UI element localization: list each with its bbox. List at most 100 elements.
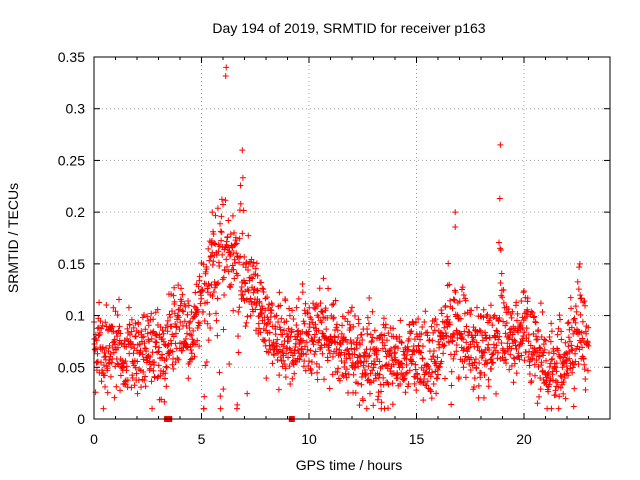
data-point [344,346,351,353]
data-point [161,375,168,382]
data-point [301,320,308,327]
data-point [108,359,115,366]
data-point [151,374,158,381]
data-point [296,356,303,363]
data-point [545,369,552,376]
data-point [548,328,555,335]
data-point [441,324,448,331]
data-point [275,386,282,393]
data-point [446,321,453,328]
data-point [479,353,486,360]
data-point [530,314,537,321]
data-point [570,361,577,368]
data-point [318,319,325,326]
data-point [559,360,566,367]
data-point [249,263,256,270]
data-point [324,357,331,364]
data-point [490,359,497,366]
data-point [562,357,569,364]
data-point [339,372,346,379]
data-point [425,363,432,370]
data-point [283,330,290,337]
data-point [200,405,207,412]
data-point-peak [209,209,216,216]
data-point [214,295,221,302]
data-point [537,345,544,352]
data-point [429,337,436,344]
data-point [167,337,174,344]
data-point [381,342,388,349]
data-point [569,369,576,376]
data-point [457,315,464,322]
data-point [357,353,364,360]
data-point [454,334,461,341]
data-point [441,342,448,349]
data-point [528,378,535,385]
data-point [266,337,273,344]
data-point [303,339,310,346]
data-point [556,393,563,400]
data-point [503,319,510,326]
data-point [572,319,579,326]
data-point [540,341,547,348]
data-point [216,369,223,376]
data-point [438,310,445,317]
y-tick-label: 0.3 [66,101,86,117]
data-point [546,334,553,341]
data-point [299,281,306,288]
data-point [368,339,375,346]
data-point [537,386,544,393]
data-point [347,337,354,344]
data-point [440,343,447,350]
data-point [352,389,359,396]
data-point [366,295,373,302]
data-point [341,359,348,366]
data-point [571,315,578,322]
data-point [216,243,223,250]
data-point [286,312,293,319]
data-point [441,375,448,382]
data-point [148,335,155,342]
data-point [472,356,479,363]
data-point [446,281,453,288]
data-point [179,291,186,298]
data-point [152,343,159,350]
data-point [196,320,203,327]
data-point [148,378,155,385]
data-point [329,301,336,308]
data-point [531,313,538,320]
data-point [280,357,287,364]
data-point [213,251,220,258]
data-point [465,344,472,351]
data-point [443,332,450,339]
data-point [582,386,589,393]
data-point [92,335,99,342]
data-point [170,355,177,362]
data-point [149,329,156,336]
data-point [272,325,279,332]
data-point [397,317,404,324]
y-tick-label: 0.2 [66,204,86,220]
data-point [114,312,121,319]
data-point [192,341,199,348]
data-point [509,308,516,315]
data-point [147,353,154,360]
data-point [203,359,210,366]
data-point [582,302,589,309]
data-point [218,196,225,203]
data-point [247,312,254,319]
data-point [428,388,435,395]
data-point [265,301,272,308]
data-point [553,360,560,367]
data-point [235,308,242,315]
data-point [224,233,231,240]
data-point [281,327,288,334]
data-point [405,335,412,342]
data-point [368,379,375,386]
data-point [98,378,105,385]
data-point [557,372,564,379]
data-point [218,229,225,236]
data-point [569,364,576,371]
data-point [579,318,586,325]
data-point [171,298,178,305]
